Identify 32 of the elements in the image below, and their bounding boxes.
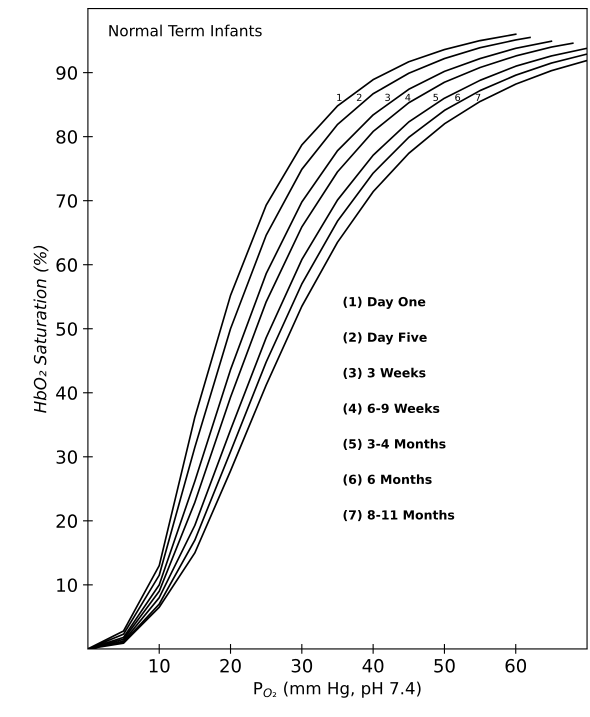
annotation: (5) 3-4 Months: [344, 438, 446, 450]
series-label: 2: [356, 94, 362, 101]
y-tick-label: 40: [56, 386, 77, 400]
series-label: 6: [455, 94, 460, 102]
annotation: (7) 8-11 Months: [344, 510, 454, 522]
series-label: 5: [433, 94, 438, 102]
x-tick-label: 10: [150, 658, 170, 673]
x-tick-label: 30: [292, 658, 312, 673]
text: Normal Term Infants: [109, 24, 262, 36]
annotation: (2) Day Five: [344, 332, 427, 344]
series-label: 1: [337, 94, 342, 101]
series-label: 7: [476, 94, 480, 101]
y-tick-label: 90: [56, 66, 77, 80]
x-tick-label: 20: [220, 658, 241, 673]
annotation: (6) 6 Months: [344, 474, 432, 486]
x-tick-label: 40: [362, 658, 384, 673]
y-tick-label: 80: [56, 130, 77, 144]
x-tick-label: 50: [434, 658, 455, 673]
y-tick-label: 70: [56, 194, 77, 208]
annotation: (1) Day One: [344, 296, 426, 309]
y-axis-title: HbO₂ Saturation (%): [34, 246, 48, 413]
y-tick-label: 50: [56, 322, 77, 336]
x-axis-title: P$_{O₂}$ (mm Hg, pH 7.4): [254, 682, 421, 698]
series-label: 4: [405, 94, 410, 101]
annotation: (3) 3 Weeks: [344, 368, 426, 379]
y-tick-label: 60: [56, 258, 77, 272]
x-tick-label: 60: [506, 658, 526, 673]
y-tick-label: 10: [57, 578, 77, 592]
series-label: 3: [385, 94, 390, 102]
y-tick-label: 30: [56, 450, 77, 464]
y-tick-label: 20: [56, 514, 77, 528]
annotation: (4) 6-9 Weeks: [344, 403, 440, 414]
